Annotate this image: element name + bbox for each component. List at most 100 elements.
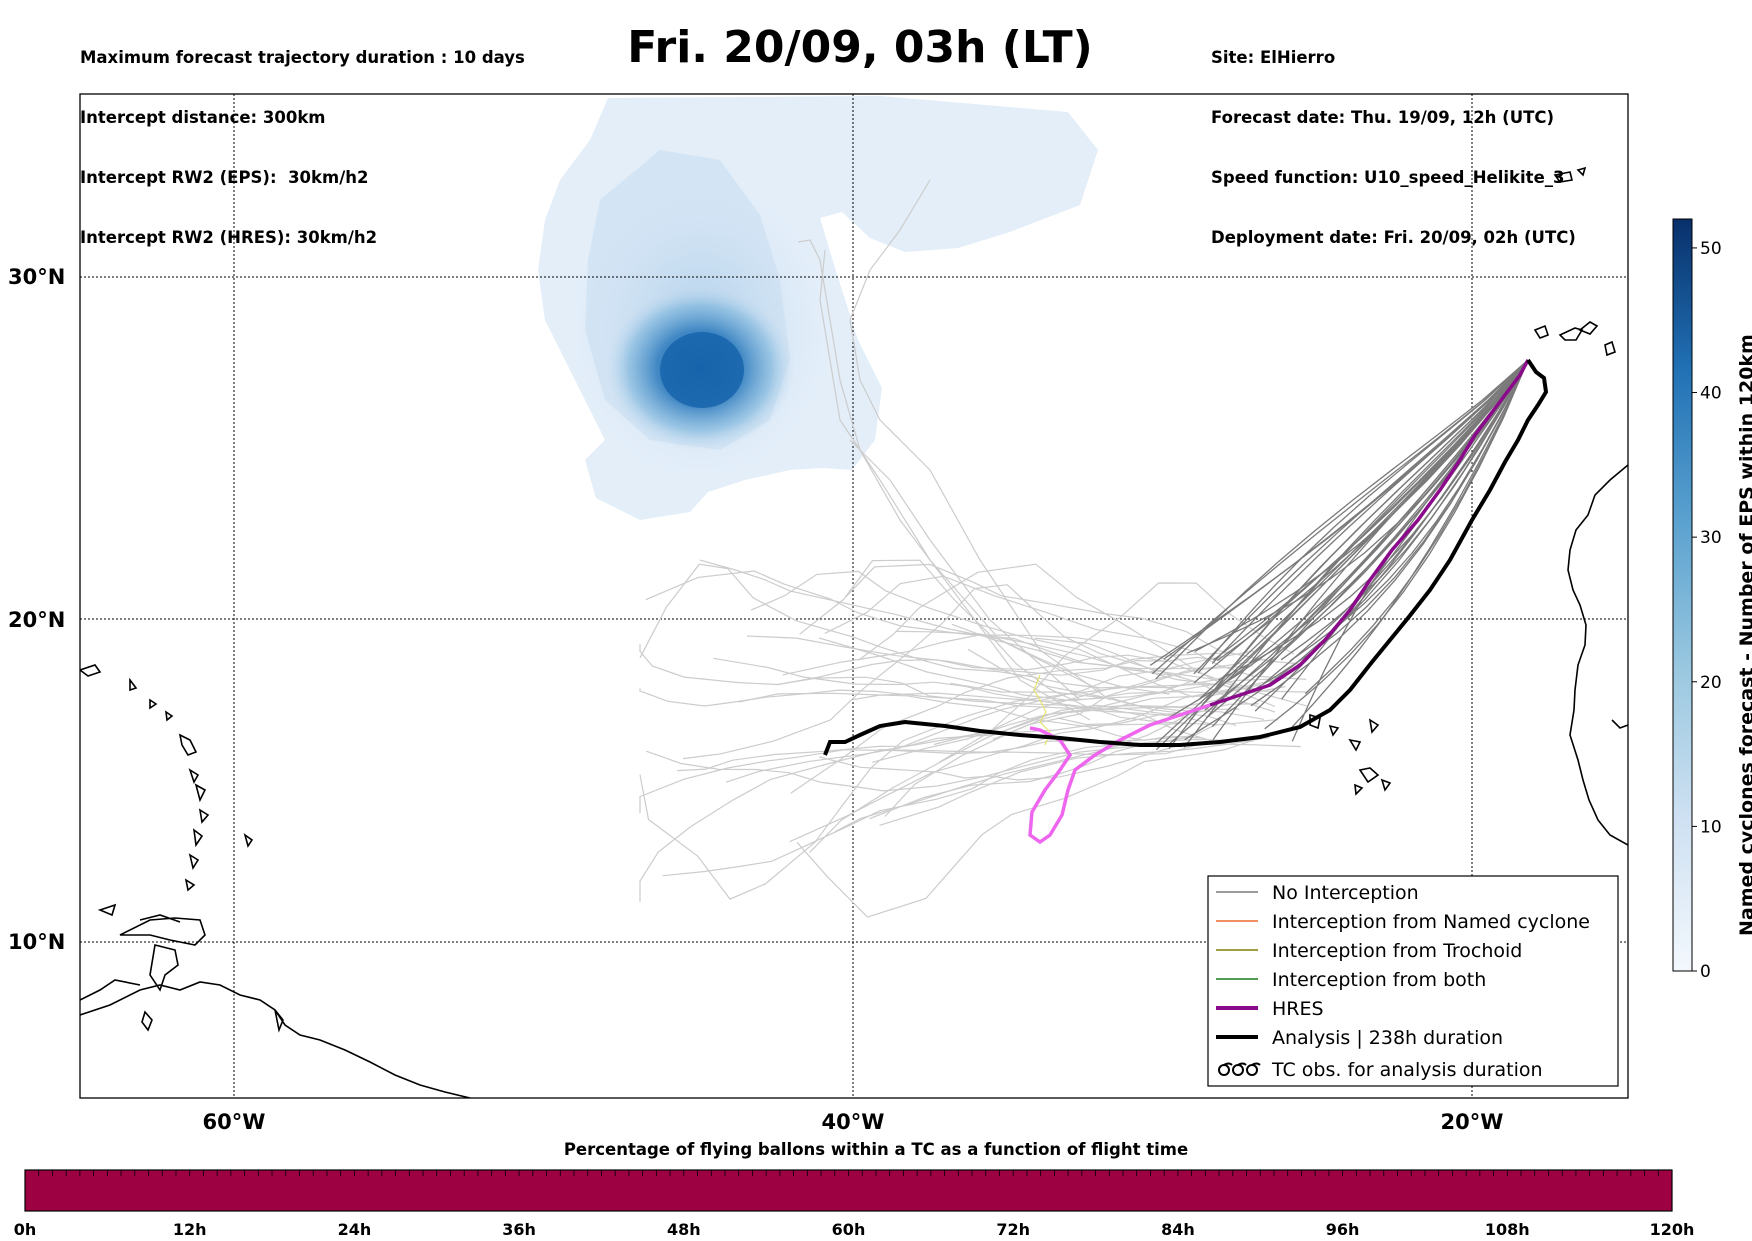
colorbar-tick-label: 50 xyxy=(1700,239,1722,259)
eps-trajectory xyxy=(639,688,1220,710)
lat-label-30n: 30°N xyxy=(8,265,65,289)
flight-time-tick-label: 84h xyxy=(1161,1220,1195,1239)
eps-trajectory xyxy=(819,249,1101,691)
eps-trajectory xyxy=(776,654,1166,686)
trochoid-trajectory xyxy=(1033,674,1051,746)
flight-time-tick-label: 48h xyxy=(667,1220,701,1239)
legend-box xyxy=(1207,875,1619,1087)
map-frame xyxy=(79,93,1629,1099)
flight-time-tick-label: 0h xyxy=(14,1220,37,1239)
colorbar-gradient xyxy=(1672,218,1693,972)
eps-trajectory xyxy=(818,637,1245,702)
eps-trajectory xyxy=(849,179,1111,701)
eps-trajectory xyxy=(852,681,1190,702)
eps-trajectory xyxy=(1193,359,1529,684)
eps-trajectory xyxy=(1216,359,1529,662)
hres-trajectory-late xyxy=(1028,703,1211,845)
eps-trajectory xyxy=(1057,703,1259,726)
eps-trajectory xyxy=(1034,637,1307,707)
eps-trajectory xyxy=(639,744,1197,814)
coastlines xyxy=(80,166,1628,1098)
legend-label-tc-obs: TC obs. for analysis duration xyxy=(1271,1059,1543,1081)
flight-time-bar: 0h 12h 24h 36h 48h 60h 72h 84h 96h 108h 120h xyxy=(14,1169,1695,1239)
flight-time-tick-label: 24h xyxy=(338,1220,372,1239)
flight-time-minor-ticks xyxy=(38,1170,1659,1176)
eps-trajectory xyxy=(1304,359,1529,695)
eps-trajectory xyxy=(858,563,1275,707)
colorbar-label: Named cyclones forecast - Number of EPS … xyxy=(1736,334,1752,936)
flight-time-tick-label: 96h xyxy=(1326,1220,1360,1239)
eps-trajectory xyxy=(809,704,1210,853)
flight-time-tick-label: 60h xyxy=(832,1220,866,1239)
eps-trajectory xyxy=(796,735,1265,918)
hres-trajectory xyxy=(1209,359,1530,707)
lat-label-10n: 10°N xyxy=(8,930,65,954)
eps-trajectory xyxy=(872,678,1273,763)
latitude-labels: 30°N 20°N 10°N xyxy=(8,265,65,954)
param-trajectory-duration: Maximum forecast trajectory duration : 1… xyxy=(80,48,525,67)
colorbar-tick-label: 0 xyxy=(1700,962,1711,982)
lat-label-20n: 20°N xyxy=(8,608,65,632)
eps-trajectory xyxy=(746,635,1230,676)
flight-time-tick-label: 36h xyxy=(502,1220,536,1239)
colorbar-tick-label: 40 xyxy=(1700,384,1722,404)
eps-trajectory xyxy=(849,439,1081,701)
eps-trajectory xyxy=(1151,359,1529,675)
eps-trajectory xyxy=(1199,359,1529,700)
colorbar-tick-label: 10 xyxy=(1700,817,1722,837)
flight-time-bar-title: Percentage of flying ballons within a TC… xyxy=(563,1140,1189,1159)
eps-trajectory xyxy=(639,563,1218,689)
eps-trajectory xyxy=(1183,359,1529,748)
eps-trajectory xyxy=(683,584,1276,760)
flight-time-tick-label: 108h xyxy=(1485,1220,1530,1239)
legend-label-no-interception: No Interception xyxy=(1272,882,1419,904)
eps-trajectory xyxy=(1188,359,1529,722)
legend-label-analysis: Analysis | 238h duration xyxy=(1272,1027,1503,1049)
legend-label-hres: HRES xyxy=(1272,998,1324,1020)
cyclone-density-field xyxy=(538,96,1098,520)
density-colorbar: 0 10 20 30 40 50 xyxy=(1672,218,1722,982)
eps-trajectory xyxy=(818,742,1187,781)
eps-trajectories-no-interception xyxy=(1149,359,1529,751)
eps-trajectory xyxy=(797,239,1091,721)
analysis-trajectory xyxy=(823,358,1549,756)
colorbar-ticks: 0 10 20 30 40 50 xyxy=(1692,239,1722,982)
eps-trajectory xyxy=(750,570,1195,698)
longitude-labels: 60°W 40°W 20°W xyxy=(203,1110,1504,1134)
lon-label-20w: 20°W xyxy=(1441,1110,1504,1134)
flight-time-bar-fill xyxy=(24,1169,1673,1212)
eps-trajectory xyxy=(1262,359,1529,685)
flight-time-tick-labels: 0h 12h 24h 36h 48h 60h 72h 84h 96h 108h 120h xyxy=(14,1220,1695,1239)
param-rw2-eps: Intercept RW2 (EPS): 30km/h2 xyxy=(80,168,369,187)
eps-trajectory xyxy=(1155,359,1529,680)
eps-trajectory xyxy=(933,669,1247,746)
eps-trajectory xyxy=(1194,359,1529,652)
eps-trajectory xyxy=(782,634,1259,691)
info-forecast-date: Forecast date: Thu. 19/09, 12h (UTC) xyxy=(1211,108,1555,127)
eps-trajectory xyxy=(646,723,1218,792)
eps-trajectory xyxy=(639,665,1253,900)
tc-symbol-icon xyxy=(1218,1062,1261,1076)
eps-trajectory xyxy=(790,656,1223,794)
lon-label-60w: 60°W xyxy=(203,1110,266,1134)
map-title: Fri. 20/09, 03h (LT) xyxy=(627,22,1093,73)
colorbar-tick-label: 20 xyxy=(1700,673,1722,693)
eps-trajectory xyxy=(992,658,1266,740)
legend-label-trochoid: Interception from Trochoid xyxy=(1272,940,1522,962)
flight-time-tick-label: 120h xyxy=(1650,1220,1695,1239)
legend: No Interception Interception from Named … xyxy=(1207,875,1619,1087)
eps-trajectory xyxy=(896,630,1182,677)
forecast-info: Site: ElHierro Forecast date: Thu. 19/09… xyxy=(1211,8,1576,268)
flight-time-tick-label: 12h xyxy=(173,1220,207,1239)
eps-trajectory xyxy=(1211,359,1529,664)
eps-trajectory xyxy=(1280,359,1529,661)
flight-time-tick-label: 72h xyxy=(996,1220,1030,1239)
run-parameters: Maximum forecast trajectory duration : 1… xyxy=(80,8,525,268)
eps-trajectory xyxy=(1167,359,1529,746)
eps-trajectory xyxy=(725,667,1205,783)
colorbar-tick-label: 30 xyxy=(1700,528,1722,548)
eps-trajectory xyxy=(639,723,1180,902)
eps-trajectory xyxy=(1218,359,1529,681)
param-rw2-hres: Intercept RW2 (HRES): 30km/h2 xyxy=(80,228,378,247)
